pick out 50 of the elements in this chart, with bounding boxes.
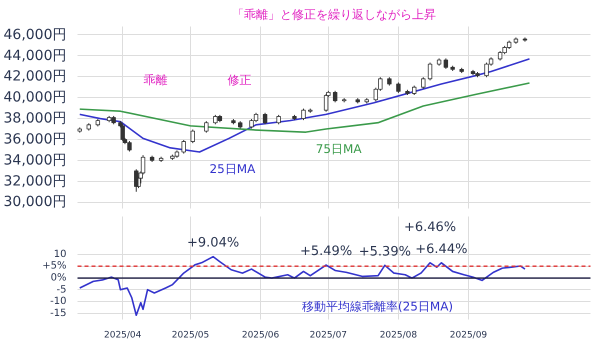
y-tick-label: 46,000円: [4, 26, 67, 43]
y-tick-label: 32,000円: [4, 173, 67, 190]
y-tick-label: 30,000円: [4, 194, 67, 210]
text: 「乖離」と修正を繰り返しながら上昇: [232, 8, 436, 22]
y-tick-label: +5%: [42, 260, 67, 272]
candlestick: [396, 82, 401, 94]
candlestick: [204, 120, 209, 134]
candlestick: [428, 62, 432, 81]
candlestick: [190, 129, 195, 144]
candlestick: [182, 139, 186, 154]
y-tick-label: 38,000円: [4, 110, 67, 127]
y-tick-label: 40,000円: [4, 90, 67, 106]
candlestick: [301, 108, 306, 121]
y-tick-label: -5: [56, 284, 67, 296]
annotation: +9.04%: [187, 236, 240, 251]
y-tick-label: 0%: [50, 272, 67, 284]
x-tick-label: 2025/04: [104, 330, 142, 340]
candlestick: [332, 90, 338, 103]
series-label: 25日MA: [210, 162, 256, 176]
y-tick-label: 42,000円: [4, 68, 67, 85]
y-tick-label: -15: [50, 308, 67, 320]
annotation: 乖離: [144, 72, 168, 87]
line-series: [78, 58, 530, 153]
candlestick: [276, 114, 281, 125]
annotation: 修正: [228, 72, 252, 87]
series-label: 75日MA: [316, 142, 362, 156]
y-tick-label: 36,000円: [4, 131, 67, 148]
line-series: [78, 256, 526, 316]
series-label: 移動平均線乖離率(25日MA): [302, 300, 454, 314]
candlestick: [127, 140, 132, 152]
candlestick: [120, 124, 125, 142]
x-tick-label: 2025/09: [450, 330, 488, 340]
candlestick: [213, 114, 218, 125]
candlestick: [444, 58, 448, 70]
x-tick-label: 2025/06: [242, 330, 280, 340]
candlestick: [324, 93, 328, 112]
annotation: +6.46%: [404, 220, 456, 235]
y-tick-label: 44,000円: [4, 48, 67, 64]
y-tick-label: 10: [54, 248, 67, 260]
y-tick-label: -10: [50, 296, 67, 308]
y-tick-label: 34,000円: [4, 152, 67, 168]
x-tick-label: 2025/07: [310, 330, 348, 340]
annotation: +5.39%: [358, 244, 411, 260]
annotation: +5.49%: [300, 244, 352, 260]
x-tick-label: 2025/08: [380, 330, 418, 340]
candlestick: [421, 76, 426, 90]
x-tick-label: 2025/05: [172, 330, 210, 340]
candlestick: [262, 112, 268, 125]
candlestick: [412, 85, 416, 96]
annotation: +6.44%: [415, 242, 468, 257]
